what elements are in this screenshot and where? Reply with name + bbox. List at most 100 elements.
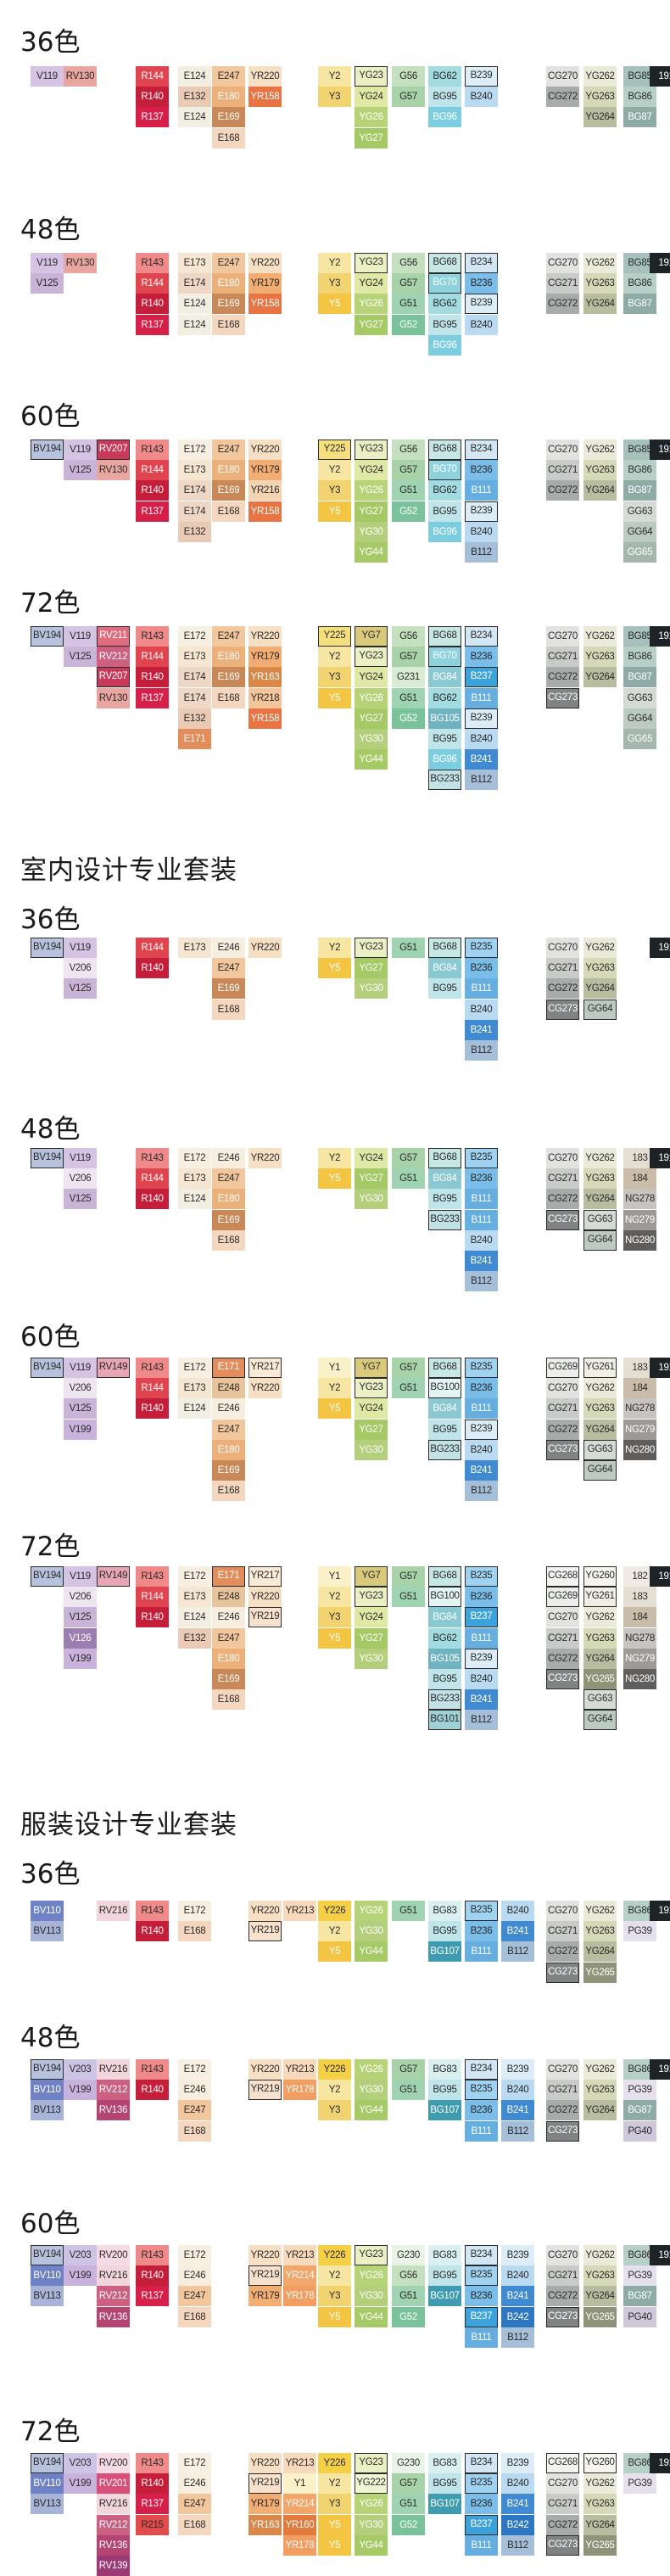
color-swatch: B237 bbox=[465, 2306, 498, 2327]
color-swatch: Y2 bbox=[318, 2473, 351, 2495]
color-swatch: R140 bbox=[136, 480, 169, 501]
color-swatch: E124 bbox=[178, 1607, 211, 1628]
color-swatch: Y5 bbox=[318, 501, 351, 522]
color-swatch: BG107 bbox=[428, 1941, 461, 1963]
color-swatch: G56 bbox=[392, 253, 425, 273]
color-swatch: B241 bbox=[501, 2494, 534, 2515]
color-swatch: V199 bbox=[64, 1419, 97, 1440]
color-swatch: YR214 bbox=[283, 2494, 316, 2515]
color-swatch: BV110 bbox=[31, 1901, 64, 1921]
color-swatch: B237 bbox=[465, 1607, 498, 1628]
color-swatch: YR219 bbox=[248, 2080, 282, 2101]
color-swatch: Y2 bbox=[318, 1148, 351, 1168]
color-swatch: RV216 bbox=[97, 2265, 130, 2287]
color-swatch: YR178 bbox=[283, 2286, 316, 2307]
color-swatch: B111 bbox=[465, 1189, 498, 1210]
color-swatch: YG265 bbox=[583, 1962, 617, 1983]
color-swatch: BG68 bbox=[428, 938, 461, 958]
color-swatch: BG68 bbox=[428, 253, 461, 273]
color-swatch: V119 bbox=[64, 626, 97, 647]
color-swatch: B111 bbox=[465, 978, 498, 1000]
color-swatch: BG83 bbox=[428, 1901, 461, 1921]
color-swatch: E168 bbox=[212, 1481, 245, 1502]
color-swatch: YG23 bbox=[355, 253, 388, 273]
set-size-label: 72色 bbox=[20, 588, 81, 619]
color-swatch: B240 bbox=[501, 2473, 534, 2495]
color-swatch: CG273 bbox=[546, 1669, 579, 1689]
color-swatch: BG62 bbox=[428, 480, 461, 501]
color-swatch: E247 bbox=[212, 958, 245, 979]
color-swatch: PG39 bbox=[623, 2265, 656, 2287]
color-swatch: YG24 bbox=[355, 1607, 388, 1628]
color-swatch: Y3 bbox=[318, 667, 351, 688]
color-swatch: B235 bbox=[465, 2473, 498, 2495]
color-swatch: G56 bbox=[392, 66, 425, 87]
color-swatch: 191 bbox=[650, 626, 670, 647]
color-swatch: BG68 bbox=[428, 1566, 461, 1587]
color-swatch: B111 bbox=[465, 687, 498, 708]
color-swatch: E124 bbox=[178, 314, 211, 335]
color-swatch: YG30 bbox=[355, 729, 388, 749]
color-swatch: 184 bbox=[623, 1607, 656, 1628]
color-swatch: YR219 bbox=[248, 2473, 282, 2495]
color-swatch: Y3 bbox=[318, 480, 351, 501]
color-swatch: BG84 bbox=[428, 1398, 461, 1420]
color-swatch: E180 bbox=[212, 87, 245, 108]
color-swatch: CG270 bbox=[546, 2245, 579, 2265]
color-swatch: E172 bbox=[178, 440, 211, 460]
color-swatch: YG262 bbox=[583, 2245, 617, 2265]
color-swatch: V206 bbox=[64, 1378, 97, 1399]
color-swatch: B236 bbox=[465, 1378, 498, 1399]
color-swatch: BG68 bbox=[428, 1148, 461, 1168]
color-swatch: BV194 bbox=[31, 938, 64, 958]
color-swatch: 184 bbox=[623, 1168, 656, 1190]
color-swatch: YG263 bbox=[583, 647, 617, 668]
color-swatch: B111 bbox=[465, 1941, 498, 1963]
color-swatch: G57 bbox=[392, 273, 425, 294]
color-swatch: B111 bbox=[465, 2327, 498, 2348]
color-swatch: YR220 bbox=[248, 1901, 282, 1921]
color-swatch: B241 bbox=[465, 1251, 498, 1271]
color-swatch: G51 bbox=[392, 2286, 425, 2307]
color-swatch: YG263 bbox=[583, 1168, 617, 1190]
color-swatch: RV149 bbox=[97, 1566, 130, 1587]
color-swatch: BG87 bbox=[623, 2286, 656, 2307]
color-swatch: B112 bbox=[465, 1481, 498, 1502]
color-swatch: YG44 bbox=[355, 542, 388, 563]
color-swatch: R143 bbox=[136, 1901, 169, 1921]
color-swatch: 183 bbox=[623, 1587, 656, 1608]
color-swatch: B239 bbox=[501, 2245, 534, 2265]
color-swatch: B236 bbox=[465, 1587, 498, 1608]
color-swatch: B235 bbox=[465, 1566, 498, 1587]
color-swatch: YG7 bbox=[355, 626, 388, 647]
color-swatch: RV216 bbox=[97, 2059, 130, 2080]
color-swatch: B241 bbox=[501, 2286, 534, 2307]
color-swatch: CG270 bbox=[546, 1901, 579, 1921]
color-swatch: BV113 bbox=[31, 2100, 64, 2121]
color-swatch: E169 bbox=[212, 107, 245, 128]
color-swatch: YG260 bbox=[583, 2453, 617, 2473]
color-swatch: R144 bbox=[136, 1587, 169, 1608]
color-swatch: BV194 bbox=[31, 2245, 64, 2265]
color-swatch: B239 bbox=[501, 2059, 534, 2080]
color-swatch: CG272 bbox=[546, 2514, 579, 2535]
color-swatch: E171 bbox=[212, 1566, 245, 1587]
color-swatch: YR158 bbox=[248, 708, 282, 729]
color-swatch: V125 bbox=[64, 647, 97, 668]
color-swatch: GG64 bbox=[583, 1460, 617, 1481]
color-swatch: R143 bbox=[136, 2059, 169, 2080]
color-swatch: B234 bbox=[465, 2453, 498, 2473]
color-swatch: G51 bbox=[392, 1168, 425, 1190]
color-swatch: G51 bbox=[392, 938, 425, 958]
color-swatch: YG23 bbox=[355, 1587, 388, 1608]
color-swatch: YG264 bbox=[583, 2286, 617, 2307]
color-swatch: V199 bbox=[64, 2080, 97, 2101]
color-swatch: BG95 bbox=[428, 2080, 461, 2101]
color-swatch: E174 bbox=[178, 667, 211, 688]
color-swatch: GG65 bbox=[623, 729, 656, 749]
color-swatch: YR219 bbox=[248, 1607, 282, 1628]
color-swatch: YG262 bbox=[583, 440, 617, 460]
color-swatch: YG26 bbox=[355, 1901, 388, 1921]
color-swatch: YR179 bbox=[248, 460, 282, 481]
